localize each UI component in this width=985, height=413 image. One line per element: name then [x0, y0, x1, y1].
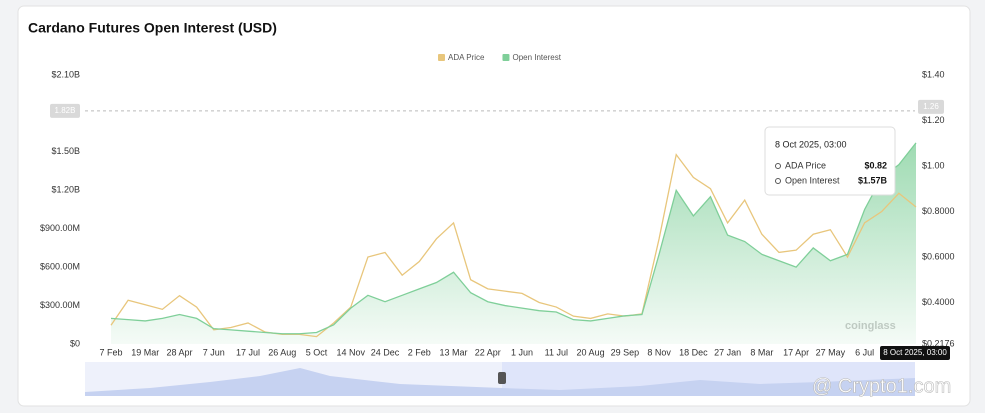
crosshair-label: 1.82B [55, 106, 76, 115]
y2-tick-label: $1.00 [922, 160, 945, 170]
x-tick-label: 2 Feb [408, 347, 431, 357]
y-tick-label: $300.00M [40, 300, 80, 310]
y2-tick-label: $0.6000 [922, 251, 955, 261]
x-tick-label: 14 Nov [337, 347, 366, 357]
x-tick-label: 29 Sep [611, 347, 640, 357]
y-tick-label: $600.00M [40, 262, 80, 272]
y-tick-label: $900.00M [40, 223, 80, 233]
x-tick-label: 27 Jan [714, 347, 741, 357]
area [111, 142, 916, 344]
crosshair-badge [50, 103, 80, 118]
x-tick-label: 24 Dec [371, 347, 400, 357]
y-tick-label: $2.10B [51, 69, 80, 79]
legend-label: Open Interest [512, 53, 561, 62]
y2-tick-label: $0.8000 [922, 206, 955, 216]
x-tick-label: 7 Feb [99, 347, 122, 357]
x-tick-label: 1 Jun [511, 347, 533, 357]
navigator-handle[interactable] [498, 372, 506, 384]
y2-tick-label: $1.40 [922, 69, 945, 79]
tooltip-name: Open Interest [785, 175, 840, 185]
tooltip-value: $1.57B [858, 175, 888, 185]
legend-swatch [502, 54, 510, 61]
tooltip-name: ADA Price [785, 160, 826, 170]
x-crosshair-label: 8 Oct 2025, 03:00 [883, 348, 947, 357]
x-tick-label: 22 Apr [475, 347, 501, 357]
tooltip-value: $0.82 [864, 160, 887, 170]
x-tick-label: 17 Jul [236, 347, 260, 357]
x-tick-label: 28 Apr [166, 347, 192, 357]
y-tick-label: $1.50B [51, 146, 80, 156]
x-crosshair-badge [880, 346, 950, 360]
chart-title: Cardano Futures Open Interest (USD) [28, 20, 277, 36]
series-line [110, 142, 917, 335]
legend-swatch [438, 54, 445, 61]
y2-tick-label: $1.20 [922, 115, 945, 125]
legend-label: ADA Price [448, 53, 485, 62]
tooltip-title: 8 Oct 2025, 03:00 [775, 139, 847, 149]
y2-tick-label: $0.4000 [922, 297, 955, 307]
x-tick-label: 26 Aug [268, 347, 296, 357]
tooltip: 8 Oct 2025, 03:00 ADA Price $0.82 Open Inte… [764, 126, 896, 196]
tooltip-dot [775, 163, 781, 169]
x-tick-label: 17 Apr [783, 347, 809, 357]
x-tick-label: 27 May [816, 347, 846, 357]
x-tick-label: 18 Dec [679, 347, 708, 357]
x-tick-label: 5 Oct [306, 347, 328, 357]
series-line [110, 153, 917, 338]
card [17, 5, 971, 407]
y-tick-label: $0 [70, 338, 80, 348]
x-tick-label: 8 Mar [750, 347, 773, 357]
navigator-area [85, 368, 915, 396]
x-tick-label: 19 Mar [131, 347, 159, 357]
x-tick-label: 20 Aug [577, 347, 605, 357]
crosshair-badge [918, 99, 944, 114]
tooltip-dot [775, 178, 781, 184]
site-watermark: @ Crypto1.com [812, 375, 951, 397]
x-tick-label: 11 Jul [545, 347, 568, 357]
y-tick-label: $1.20B [51, 185, 80, 195]
x-tick-label: 6 Jul [855, 347, 874, 357]
x-tick-label: 13 Mar [440, 347, 468, 357]
x-tick-label: 7 Jun [203, 347, 225, 357]
crosshair-label: 1.26 [923, 102, 939, 111]
y2-tick-label: $0.2176 [922, 338, 955, 348]
x-tick-label: 8 Nov [647, 347, 671, 357]
tooltip-box [764, 126, 896, 196]
